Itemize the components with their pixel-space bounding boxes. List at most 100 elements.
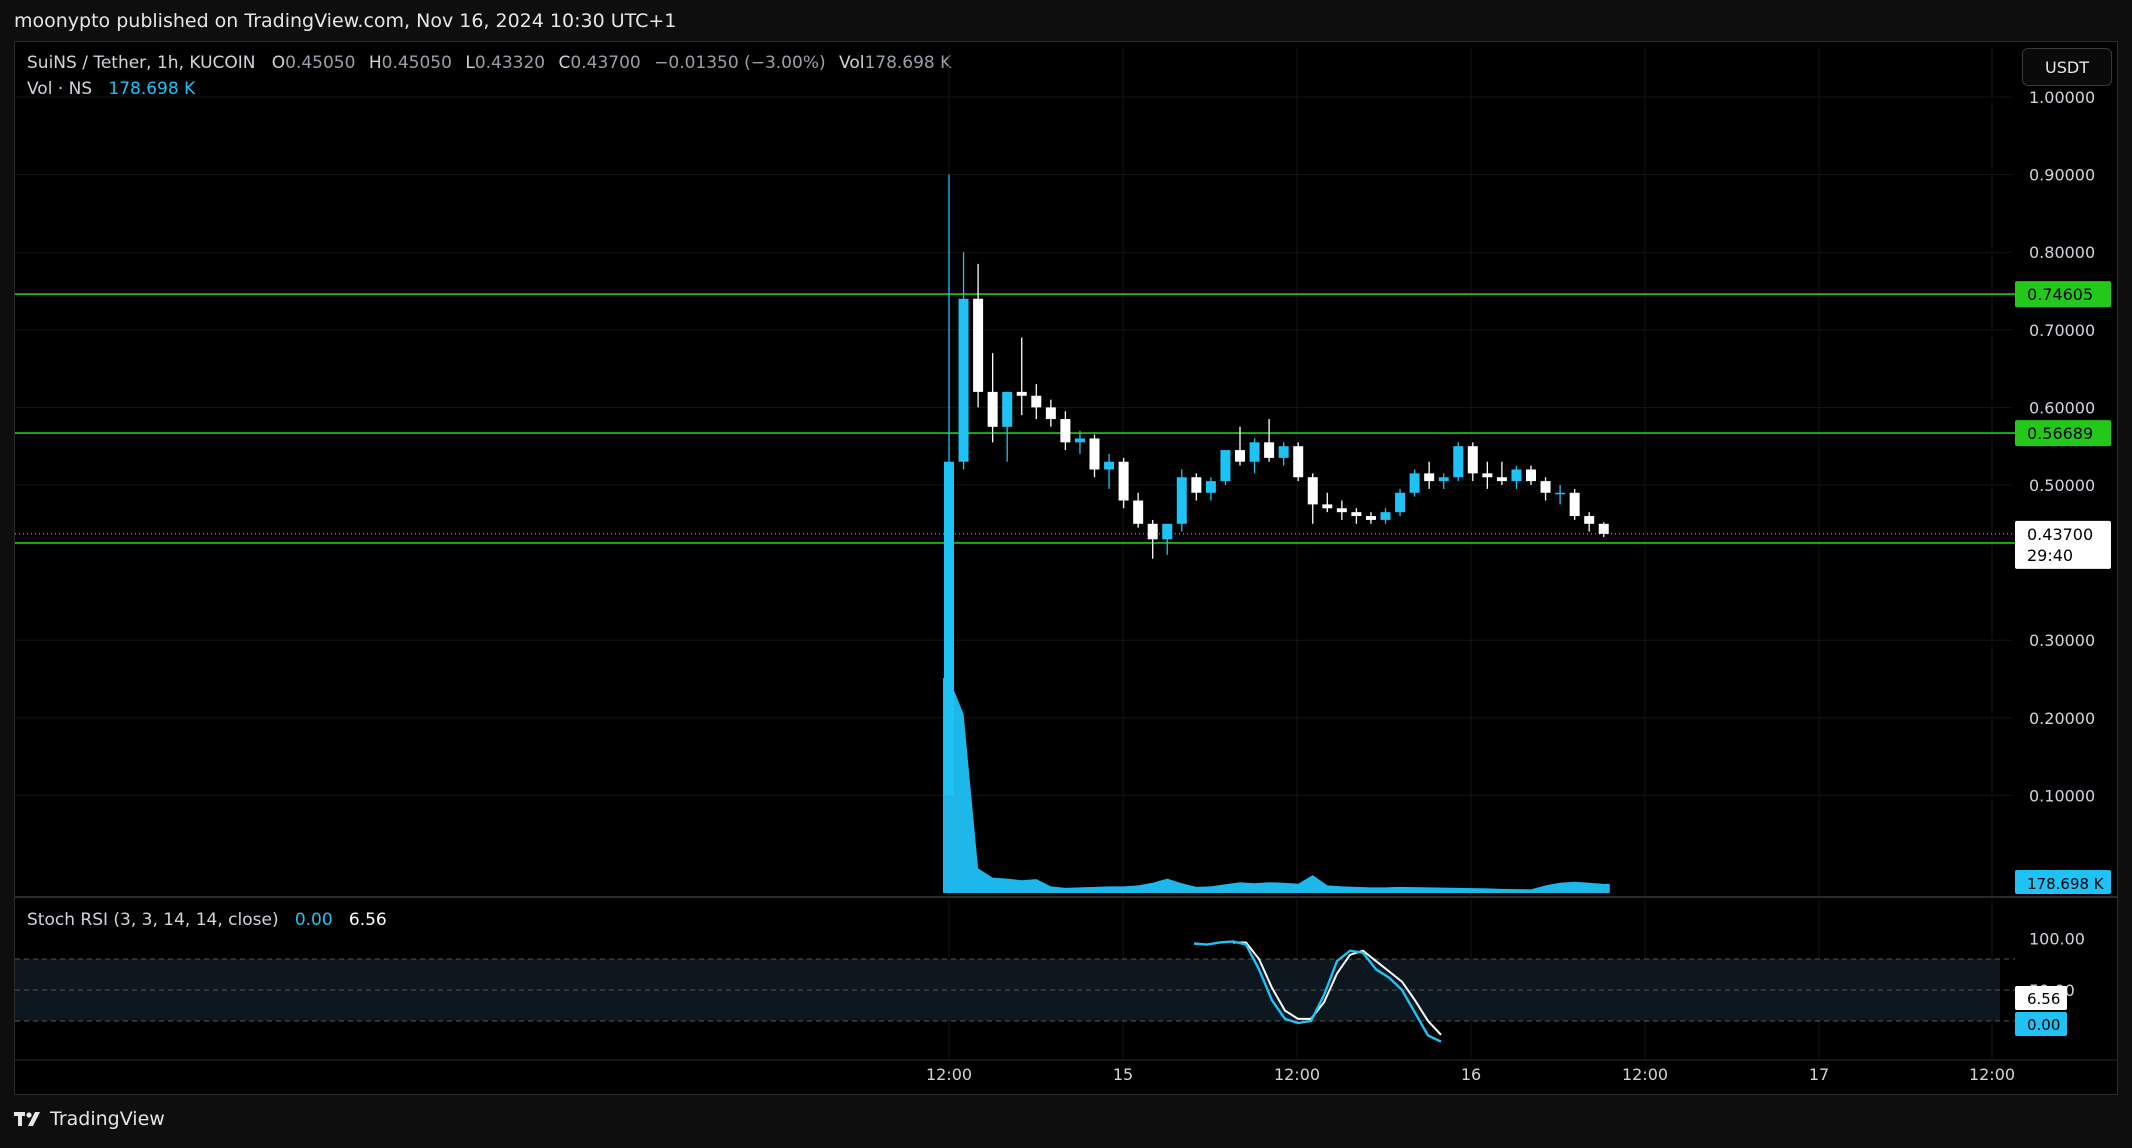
volume-value-label: 178.698 K xyxy=(2027,875,2105,893)
bar-countdown-label: 29:40 xyxy=(2027,546,2073,565)
candle-body-up xyxy=(1395,492,1406,513)
last-price-label: 0.43700 xyxy=(2027,525,2093,544)
level-price-label: 0.74605 xyxy=(2027,285,2093,304)
volume-area xyxy=(943,678,1610,893)
price-tick-label: 0.70000 xyxy=(2029,321,2095,340)
time-tick-label: 16 xyxy=(1461,1065,1481,1084)
candle-body-down xyxy=(1540,481,1551,493)
time-tick-label: 12:00 xyxy=(1622,1065,1668,1084)
price-tick-label: 0.10000 xyxy=(2029,786,2095,805)
candle-body-down xyxy=(1365,516,1376,520)
low-value: 0.43320 xyxy=(474,53,546,73)
time-tick-label: 17 xyxy=(1809,1065,1829,1084)
stoch-k-tag xyxy=(2015,1012,2067,1036)
price-tick-label: 1.00000 xyxy=(2029,88,2095,107)
level-price-label: 0.56689 xyxy=(2027,424,2093,443)
candle-body-down xyxy=(1496,477,1507,482)
stoch-legend: Stoch RSI (3, 3, 14, 14, close) 0.00 6.5… xyxy=(27,910,387,930)
time-tick-label: 12:00 xyxy=(1274,1065,1320,1084)
candle-body-up xyxy=(944,461,954,796)
candle-body-down xyxy=(1598,523,1609,534)
volume-legend: Vol · NS 178.698 K xyxy=(27,79,195,99)
candle-body-up xyxy=(1438,477,1449,482)
candle-body-up xyxy=(1104,461,1115,470)
candle-body-down xyxy=(1526,469,1536,482)
vol-row-label[interactable]: Vol · NS xyxy=(27,79,93,99)
close-value: 0.43700 xyxy=(570,53,641,73)
candle-body-up xyxy=(1249,442,1260,462)
candle-body-up xyxy=(958,298,969,462)
candle-body-down xyxy=(1293,446,1304,478)
candle-body-down xyxy=(1118,461,1129,501)
close-label: C xyxy=(558,53,571,73)
candle-body-down xyxy=(1060,419,1071,443)
candle-body-down xyxy=(1307,477,1318,505)
candle-body-up xyxy=(1205,481,1216,493)
main-legend: SuiNS / Tether, 1h, KUCOIN O0.45050 H0.4… xyxy=(27,53,959,73)
time-tick-label: 12:00 xyxy=(926,1065,972,1084)
candle-body-down xyxy=(987,391,998,427)
candle-body-up xyxy=(1453,446,1464,478)
chart-frame[interactable] xyxy=(14,41,2118,1095)
volume-value-tag xyxy=(2015,870,2111,894)
candle-body-up xyxy=(1511,469,1522,482)
candle-body-down xyxy=(1235,450,1245,462)
price-tick-label: 0.60000 xyxy=(2029,398,2095,417)
footer-brand-text: TradingView xyxy=(50,1108,165,1130)
candle-body-up xyxy=(1380,512,1391,520)
candle-body-up xyxy=(1002,391,1013,427)
candle-body-down xyxy=(1191,477,1202,493)
vol-label: Vol xyxy=(839,53,865,73)
time-tick-label: 15 xyxy=(1113,1065,1133,1084)
published-header: moonypto published on TradingView.com, N… xyxy=(14,10,677,32)
footer-brand[interactable]: TradingView xyxy=(14,1108,165,1130)
low-label: L xyxy=(465,53,475,73)
high-label: H xyxy=(368,53,382,73)
candle-body-down xyxy=(1351,512,1362,517)
candle-body-down xyxy=(973,298,984,392)
price-tick-label: 0.80000 xyxy=(2029,243,2095,262)
stoch-k-value: 0.00 xyxy=(294,910,333,930)
stoch-d-value: 6.56 xyxy=(348,910,387,930)
candle-body-up xyxy=(1162,523,1173,540)
candle-body-up xyxy=(1409,473,1420,493)
candle-body-down xyxy=(1336,508,1347,513)
candle-body-down xyxy=(1322,504,1333,509)
candle-body-up xyxy=(1220,450,1231,482)
level-price-tag xyxy=(2015,281,2111,308)
stoch-label[interactable]: Stoch RSI (3, 3, 14, 14, close) xyxy=(27,910,279,930)
price-tick-label: 0.90000 xyxy=(2029,166,2095,185)
candle-body-down xyxy=(1089,438,1100,470)
price-tick-label: 0.30000 xyxy=(2029,631,2095,650)
symbol-label[interactable]: SuiNS / Tether, 1h, KUCOIN xyxy=(27,53,256,73)
candle-body-down xyxy=(1482,473,1493,478)
candle-body-down xyxy=(1264,442,1275,458)
candle-body-down xyxy=(1467,446,1478,474)
last-price-tag xyxy=(2015,520,2111,569)
stoch-tick-label: 100.00 xyxy=(2029,929,2085,948)
stoch-k-tag-label: 0.00 xyxy=(2027,1016,2060,1034)
tradingview-logo-icon xyxy=(14,1112,40,1126)
currency-button[interactable]: USDT xyxy=(2022,48,2112,86)
open-label: O xyxy=(271,53,286,73)
candle-body-up xyxy=(1074,438,1085,443)
price-tick-label: 0.50000 xyxy=(2029,476,2095,495)
change-value: −0.01350 (−3.00%) xyxy=(654,53,826,73)
high-value: 0.45050 xyxy=(381,53,452,73)
stoch-k-line xyxy=(1193,940,1442,1043)
time-tick-label: 12:00 xyxy=(1969,1065,2015,1084)
stoch-d-line xyxy=(1233,941,1442,1036)
candle-body-down xyxy=(1424,473,1435,482)
candle-body-up xyxy=(1176,477,1187,524)
price-tick-label: 0.20000 xyxy=(2029,709,2095,728)
candle-body-down xyxy=(1133,500,1144,524)
candle-body-down xyxy=(1569,492,1580,517)
candle-body-down xyxy=(1147,523,1158,540)
stoch-d-tag-label: 6.56 xyxy=(2027,990,2060,1008)
open-value: 0.45050 xyxy=(285,53,356,73)
candle-body-down xyxy=(1584,516,1595,524)
stoch-d-tag xyxy=(2015,986,2067,1010)
vol-value: 178.698 K xyxy=(864,53,952,73)
level-price-tag xyxy=(2015,420,2111,447)
